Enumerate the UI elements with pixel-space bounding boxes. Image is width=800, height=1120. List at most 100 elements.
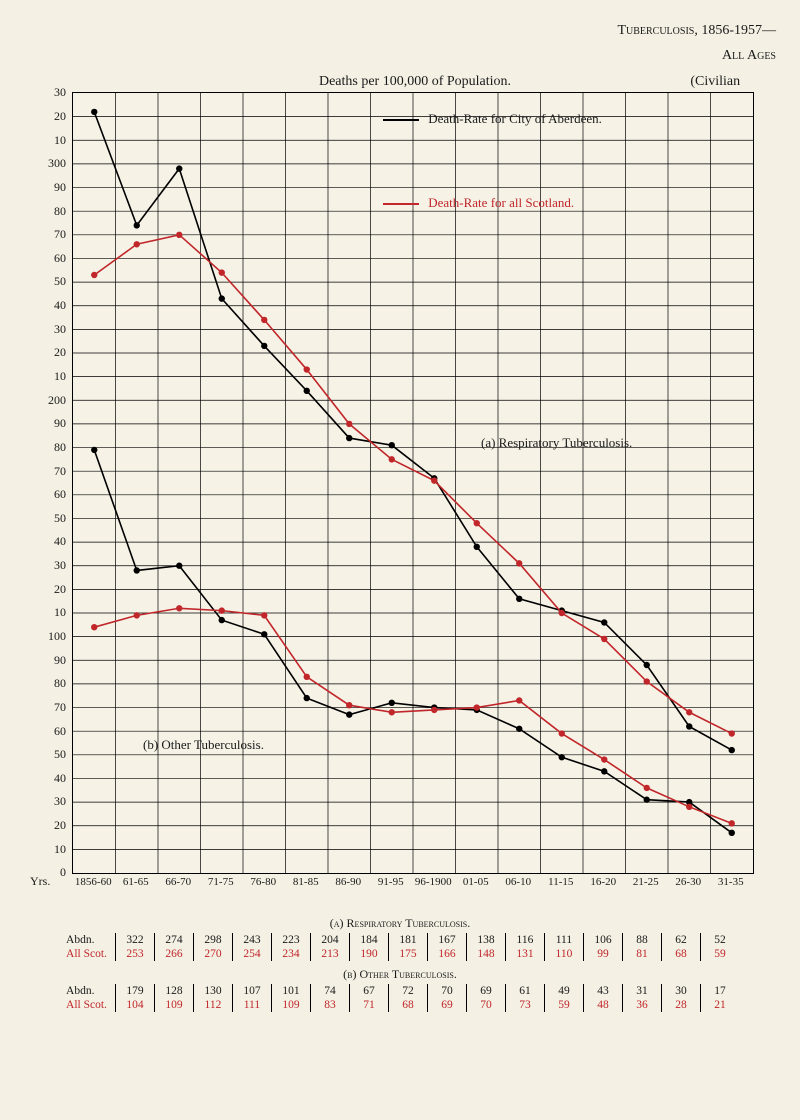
table-row-label: Abdn. [61,984,115,998]
x-tick-label: 11-15 [548,876,573,888]
table-cell: 266 [154,947,193,961]
table-cell: 190 [349,947,388,961]
table-cell: 99 [583,947,622,961]
table-row-label: Abdn. [61,933,115,947]
table-cell: 81 [622,947,661,961]
table-cell: 28 [661,998,700,1012]
y-tick-label: 30 [54,795,66,807]
table-cell: 30 [661,984,700,998]
y-tick-label: 50 [54,275,66,287]
table-cell: 131 [505,947,544,961]
y-tick-label: 20 [54,110,66,122]
y-tick-label: 60 [54,488,66,500]
data-tables: (a) Respiratory Tuberculosis. Abdn.32227… [24,916,776,1012]
table-cell: 112 [193,998,232,1012]
table-cell: 181 [388,933,427,947]
table-cell: 59 [544,998,583,1012]
y-axis-labels: 3020103009080706050403020102009080706050… [24,92,72,872]
table-b: Abdn.17912813010710174677270696149433130… [61,984,739,1012]
annotation-b: (b) Other Tuberculosis. [143,737,264,753]
table-cell: 175 [388,947,427,961]
table-cell: 253 [115,947,154,961]
annotation-a: (a) Respiratory Tuberculosis. [481,435,632,451]
y-tick-label: 90 [54,654,66,666]
table-cell: 110 [544,947,583,961]
table-cell: 67 [349,984,388,998]
x-tick-label: 06-10 [505,876,531,888]
chart-subtitle: Deaths per 100,000 of Population. (Civil… [24,74,776,90]
x-tick-label: 61-65 [123,876,149,888]
table-cell: 116 [505,933,544,947]
table-cell: 48 [583,998,622,1012]
table-row: Abdn.32227429824322320418418116713811611… [61,933,739,947]
subtitle-left: Deaths per 100,000 of Population. [60,74,511,90]
table-cell: 106 [583,933,622,947]
y-tick-label: 0 [60,866,66,878]
table-cell: 83 [310,998,349,1012]
table-cell: 204 [310,933,349,947]
table-cell: 234 [271,947,310,961]
x-tick-label: 96-1900 [415,876,452,888]
y-tick-label: 100 [48,630,66,642]
table-cell: 69 [466,984,505,998]
table-b-title: (b) Other Tuberculosis. [24,967,776,982]
table-cell: 73 [505,998,544,1012]
yrs-label: Yrs. [30,874,50,889]
y-tick-label: 30 [54,86,66,98]
legend-swatch-red [383,203,419,205]
table-row: All Scot.1041091121111098371686970735948… [61,998,739,1012]
table-cell: 274 [154,933,193,947]
table-row: Abdn.17912813010710174677270696149433130… [61,984,739,998]
table-cell: 88 [622,933,661,947]
page-header: Tuberculosis, 1856-1957— All Ages [24,18,776,68]
table-cell: 31 [622,984,661,998]
y-tick-label: 80 [54,677,66,689]
table-cell: 21 [700,998,739,1012]
legend-scotland-label: Death-Rate for all Scotland. [428,195,574,210]
table-row-label: All Scot. [61,998,115,1012]
legend-swatch-black [383,119,419,121]
table-cell: 138 [466,933,505,947]
y-tick-label: 200 [48,394,66,406]
x-tick-label: 01-05 [463,876,489,888]
table-cell: 111 [544,933,583,947]
header-line-2: All Ages [722,48,776,63]
table-cell: 68 [388,998,427,1012]
y-tick-label: 10 [54,843,66,855]
y-tick-label: 30 [54,323,66,335]
legend-aberdeen-label: Death-Rate for City of Aberdeen. [428,111,602,126]
y-tick-label: 80 [54,205,66,217]
table-cell: 298 [193,933,232,947]
table-cell: 70 [427,984,466,998]
y-tick-label: 70 [54,465,66,477]
table-cell: 270 [193,947,232,961]
table-cell: 107 [232,984,271,998]
x-tick-label: 76-80 [250,876,276,888]
y-tick-label: 70 [54,228,66,240]
y-tick-label: 300 [48,157,66,169]
table-cell: 223 [271,933,310,947]
table-cell: 69 [427,998,466,1012]
table-cell: 179 [115,984,154,998]
table-cell: 74 [310,984,349,998]
y-tick-label: 50 [54,512,66,524]
table-cell: 109 [154,998,193,1012]
y-tick-label: 40 [54,299,66,311]
legend-aberdeen: Death-Rate for City of Aberdeen. [383,111,602,127]
table-cell: 71 [349,998,388,1012]
table-a-title: (a) Respiratory Tuberculosis. [24,916,776,931]
x-tick-label: 26-30 [675,876,701,888]
y-tick-label: 90 [54,181,66,193]
y-tick-label: 20 [54,346,66,358]
table-cell: 68 [661,947,700,961]
table-cell: 166 [427,947,466,961]
table-cell: 62 [661,933,700,947]
y-tick-label: 10 [54,134,66,146]
x-tick-label: 21-25 [633,876,659,888]
x-tick-label: 71-75 [208,876,234,888]
table-cell: 128 [154,984,193,998]
table-cell: 111 [232,998,271,1012]
x-tick-label: 66-70 [165,876,191,888]
legend-scotland: Death-Rate for all Scotland. [383,195,574,211]
table-cell: 243 [232,933,271,947]
